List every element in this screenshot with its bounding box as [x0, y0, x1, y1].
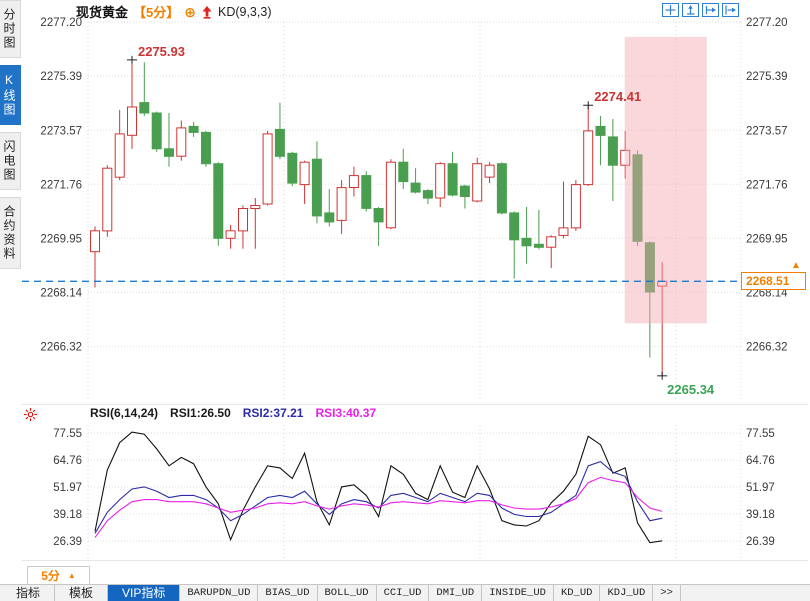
x-scale-icon[interactable] [702, 3, 719, 17]
svg-text:2273.57: 2273.57 [40, 125, 82, 137]
svg-text:2271.76: 2271.76 [40, 179, 82, 191]
tab-DMI_UD[interactable]: DMI_UD [429, 585, 483, 601]
svg-text:39.18: 39.18 [746, 509, 775, 521]
up-arrow-icon[interactable] [201, 5, 213, 19]
rsi-title: RSI(6,14,24) [90, 406, 159, 420]
svg-text:64.76: 64.76 [53, 455, 82, 467]
tab-KD_UD[interactable]: KD_UD [554, 585, 601, 601]
chart-toolbar [662, 3, 739, 17]
indicator-tabbar: 指标 模板 VIP指标 BARUPDN_UD BIAS_UD BOLL_UD CCI_UD D… [0, 584, 810, 601]
rsi-header: RSI(6,14,24) RSI1:26.50 RSI2:37.21 RSI3:… [90, 406, 376, 420]
sidebar: 分时图 K线图 闪电图 合约资料 [0, 0, 21, 269]
svg-text:2275.93: 2275.93 [138, 44, 185, 59]
sidebar-item-flash-chart[interactable]: 闪电图 [0, 132, 21, 190]
svg-text:26.39: 26.39 [53, 536, 82, 548]
y-scale-icon[interactable] [682, 3, 699, 17]
symbol-name: 现货黄金 [76, 5, 129, 20]
sidebar-item-time-chart[interactable]: 分时图 [0, 0, 21, 58]
svg-text:64.76: 64.76 [746, 455, 775, 467]
chart-titlebar: 现货黄金 【5分】 ⊕ KD(9,3,3) [76, 2, 271, 21]
indicator-label: KD(9,3,3) [217, 4, 272, 19]
annotations: 2275.93 2274.41 2265.34 [126, 44, 715, 397]
svg-text:77.55: 77.55 [53, 428, 82, 440]
period-dropdown-icon: ▲ [67, 571, 76, 580]
svg-text:51.97: 51.97 [746, 482, 775, 494]
sidebar-item-contract-info[interactable]: 合约资料 [0, 197, 21, 269]
tab-VIP指标[interactable]: VIP指标 [108, 585, 181, 601]
svg-text:2275.39: 2275.39 [746, 71, 788, 83]
tab->>[interactable]: >> [653, 585, 681, 601]
svg-text:2269.95: 2269.95 [40, 233, 82, 245]
svg-text:2271.76: 2271.76 [746, 179, 788, 191]
tab-CCI_UD[interactable]: CCI_UD [377, 585, 430, 601]
svg-text:26.39: 26.39 [746, 536, 775, 548]
rsi-settings-icon[interactable] [23, 407, 38, 422]
svg-text:2274.41: 2274.41 [594, 89, 641, 104]
tab-模板[interactable]: 模板 [55, 585, 109, 601]
last-price-arrow: ▲ [791, 260, 801, 271]
svg-text:2268.14: 2268.14 [40, 287, 82, 299]
last-price-badge: 2268.51 [741, 272, 806, 290]
tab-BIAS_UD[interactable]: BIAS_UD [258, 585, 318, 601]
svg-text:2266.32: 2266.32 [746, 342, 788, 354]
tab-KDJ_UD[interactable]: KDJ_UD [600, 585, 654, 601]
tab-BARUPDN_UD[interactable]: BARUPDN_UD [180, 585, 259, 601]
svg-text:2277.20: 2277.20 [746, 17, 788, 29]
svg-text:51.97: 51.97 [53, 482, 82, 494]
page-forward-icon[interactable] [722, 3, 739, 17]
svg-text:2266.32: 2266.32 [40, 342, 82, 354]
tab-INSIDE_UD[interactable]: INSIDE_UD [482, 585, 554, 601]
svg-text:2275.39: 2275.39 [40, 71, 82, 83]
candles-layer [90, 59, 668, 376]
svg-text:2265.34: 2265.34 [667, 382, 715, 397]
rsi-lines-layer [94, 431, 663, 544]
crosshair-icon[interactable] [662, 3, 679, 17]
svg-text:2268.14: 2268.14 [746, 287, 788, 299]
rsi3-value: RSI3:40.37 [315, 406, 377, 420]
tab-指标[interactable]: 指标 [2, 585, 56, 601]
svg-text:2269.95: 2269.95 [746, 233, 788, 245]
rsi1-value: RSI1:26.50 [170, 406, 231, 420]
svg-text:2273.57: 2273.57 [746, 125, 788, 137]
add-indicator-icon[interactable]: ⊕ [184, 3, 196, 20]
period-label: 【5分】 [133, 5, 180, 20]
tab-BOLL_UD[interactable]: BOLL_UD [318, 585, 377, 601]
sidebar-item-kline-chart[interactable]: K线图 [0, 65, 21, 125]
axis-labels: 2277.20 2277.20 2275.39 2275.39 2273.57 2273.… [40, 17, 788, 548]
highlight-zone [624, 36, 707, 324]
rsi2-value: RSI2:37.21 [242, 406, 304, 420]
period-value: 5分 [41, 569, 60, 583]
svg-text:2277.20: 2277.20 [40, 17, 82, 29]
svg-text:39.18: 39.18 [53, 509, 82, 521]
period-selector[interactable]: 5分 ▲ [27, 566, 90, 585]
svg-text:77.55: 77.55 [746, 428, 775, 440]
